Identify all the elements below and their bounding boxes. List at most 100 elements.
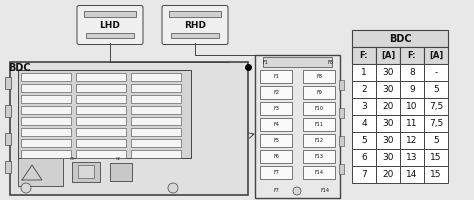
- Text: F8: F8: [327, 60, 333, 64]
- Text: F10: F10: [315, 106, 323, 111]
- Text: 30: 30: [382, 85, 394, 94]
- Bar: [376, 132, 400, 149]
- Text: 7: 7: [361, 170, 367, 179]
- Bar: [400, 149, 424, 166]
- Bar: [21, 150, 71, 158]
- Bar: [400, 81, 424, 98]
- Circle shape: [293, 187, 301, 195]
- Bar: [376, 166, 400, 183]
- Text: 2: 2: [361, 85, 367, 94]
- Bar: [131, 84, 181, 92]
- Text: F11: F11: [315, 122, 323, 127]
- Bar: [352, 149, 376, 166]
- Bar: [424, 166, 448, 183]
- Bar: [5, 161, 11, 173]
- Text: F2: F2: [273, 90, 279, 95]
- Text: [A]: [A]: [381, 51, 395, 60]
- Text: 20: 20: [383, 102, 394, 111]
- Circle shape: [21, 183, 31, 193]
- Bar: [424, 64, 448, 81]
- Bar: [260, 134, 292, 147]
- Text: 5: 5: [361, 136, 367, 145]
- Bar: [339, 108, 344, 118]
- Bar: [400, 166, 424, 183]
- Bar: [260, 166, 292, 179]
- Text: BDC: BDC: [389, 33, 411, 44]
- Circle shape: [168, 183, 178, 193]
- Text: F9: F9: [316, 90, 322, 95]
- Text: F6: F6: [273, 154, 279, 159]
- Text: 12: 12: [406, 136, 418, 145]
- Bar: [400, 115, 424, 132]
- Bar: [76, 84, 126, 92]
- Bar: [424, 47, 448, 64]
- Text: 5: 5: [433, 136, 439, 145]
- Bar: [424, 132, 448, 149]
- Text: 30: 30: [382, 68, 394, 77]
- Text: F14: F14: [315, 170, 323, 175]
- Bar: [303, 118, 335, 131]
- Bar: [352, 81, 376, 98]
- Bar: [21, 84, 71, 92]
- Text: F:: F:: [360, 51, 368, 60]
- Bar: [303, 86, 335, 99]
- Bar: [169, 10, 221, 17]
- Bar: [18, 158, 63, 186]
- Bar: [21, 106, 71, 114]
- Bar: [76, 95, 126, 103]
- Text: 7,5: 7,5: [429, 102, 443, 111]
- Bar: [400, 64, 424, 81]
- Text: K1: K1: [69, 157, 74, 161]
- Text: 3: 3: [361, 102, 367, 111]
- Text: 15: 15: [430, 170, 442, 179]
- Text: F14: F14: [320, 188, 329, 192]
- Bar: [376, 64, 400, 81]
- Bar: [18, 70, 191, 158]
- Text: 9: 9: [409, 85, 415, 94]
- Bar: [5, 77, 11, 89]
- Text: F5: F5: [273, 138, 279, 143]
- Bar: [76, 106, 126, 114]
- FancyBboxPatch shape: [162, 5, 228, 45]
- Text: F13: F13: [315, 154, 323, 159]
- Bar: [10, 62, 248, 195]
- Bar: [21, 95, 71, 103]
- Bar: [303, 134, 335, 147]
- Bar: [5, 133, 11, 145]
- Bar: [131, 128, 181, 136]
- Text: 5: 5: [433, 85, 439, 94]
- Text: 13: 13: [406, 153, 418, 162]
- Bar: [263, 57, 332, 67]
- Text: F3: F3: [273, 106, 279, 111]
- Text: 30: 30: [382, 119, 394, 128]
- Bar: [76, 128, 126, 136]
- Text: RHD: RHD: [184, 21, 206, 30]
- Bar: [76, 139, 126, 147]
- Bar: [131, 150, 181, 158]
- Text: 11: 11: [406, 119, 418, 128]
- Text: 14: 14: [406, 170, 418, 179]
- Text: 10: 10: [406, 102, 418, 111]
- Bar: [21, 117, 71, 125]
- Text: K2: K2: [115, 157, 120, 161]
- Bar: [376, 149, 400, 166]
- Text: F1: F1: [262, 60, 268, 64]
- Bar: [400, 132, 424, 149]
- Bar: [352, 115, 376, 132]
- Bar: [21, 73, 71, 81]
- Bar: [400, 47, 424, 64]
- Bar: [131, 117, 181, 125]
- Bar: [352, 47, 376, 64]
- Bar: [131, 73, 181, 81]
- Text: F1: F1: [273, 74, 279, 79]
- Bar: [424, 81, 448, 98]
- Text: F8: F8: [316, 74, 322, 79]
- Text: 30: 30: [382, 153, 394, 162]
- Bar: [260, 150, 292, 163]
- Text: 20: 20: [383, 170, 394, 179]
- Bar: [303, 70, 335, 83]
- Text: F12: F12: [315, 138, 323, 143]
- Bar: [171, 32, 219, 38]
- Bar: [376, 115, 400, 132]
- Bar: [260, 86, 292, 99]
